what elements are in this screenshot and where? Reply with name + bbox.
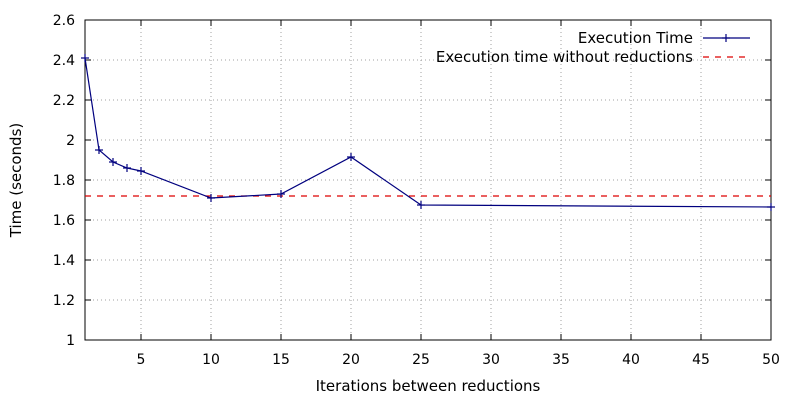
plot-frame [84, 19, 772, 341]
x-tick-label: 45 [692, 352, 710, 368]
execution-time-line [84, 57, 772, 208]
y-axis-label: Time (seconds) [7, 123, 25, 239]
data-point-marker [95, 146, 103, 154]
y-tick-label: 2.2 [53, 93, 75, 109]
y-tick-label: 1 [66, 333, 75, 349]
x-tick-label: 15 [272, 352, 290, 368]
series-execution-time [81, 54, 775, 211]
data-point-marker [137, 167, 145, 175]
y-tick-label: 1.2 [53, 293, 75, 309]
x-tick-label: 20 [342, 352, 360, 368]
data-point-marker [109, 158, 117, 166]
y-tick-label: 1.6 [53, 213, 75, 229]
x-tick-label: 35 [552, 352, 570, 368]
grid [85, 20, 771, 340]
y-tick-label: 2 [66, 133, 75, 149]
legend-item-without-reductions: Execution time without reductions [436, 48, 750, 66]
y-tick-label: 1.4 [53, 253, 75, 269]
x-axis-label: Iterations between reductions [316, 377, 541, 395]
legend-label: Execution Time [578, 29, 693, 47]
legend-label: Execution time without reductions [436, 48, 693, 66]
y-tick-label: 2.4 [53, 53, 75, 69]
data-point-marker [347, 153, 355, 161]
x-tick-label: 5 [137, 352, 146, 368]
y-tick-label: 1.8 [53, 173, 75, 189]
data-point-marker [767, 203, 775, 211]
data-point-marker [81, 54, 89, 62]
x-tick-label: 10 [202, 352, 220, 368]
series-layer [81, 54, 775, 211]
data-point-marker [123, 164, 131, 172]
data-point-marker [277, 190, 285, 198]
legend-item-execution-time: Execution Time [578, 29, 750, 47]
x-tick-label: 25 [412, 352, 430, 368]
y-tick-label: 2.6 [53, 13, 75, 29]
axis-ticks: 1 1.2 1.4 1.6 1.8 2 2.2 2.4 2.6 5 10 15 20 25 30 35 40 45… [53, 13, 780, 368]
x-tick-label: 30 [482, 352, 500, 368]
data-point-marker [417, 201, 425, 209]
data-point-marker [207, 194, 215, 202]
x-tick-label: 40 [622, 352, 640, 368]
x-tick-label: 50 [762, 352, 780, 368]
